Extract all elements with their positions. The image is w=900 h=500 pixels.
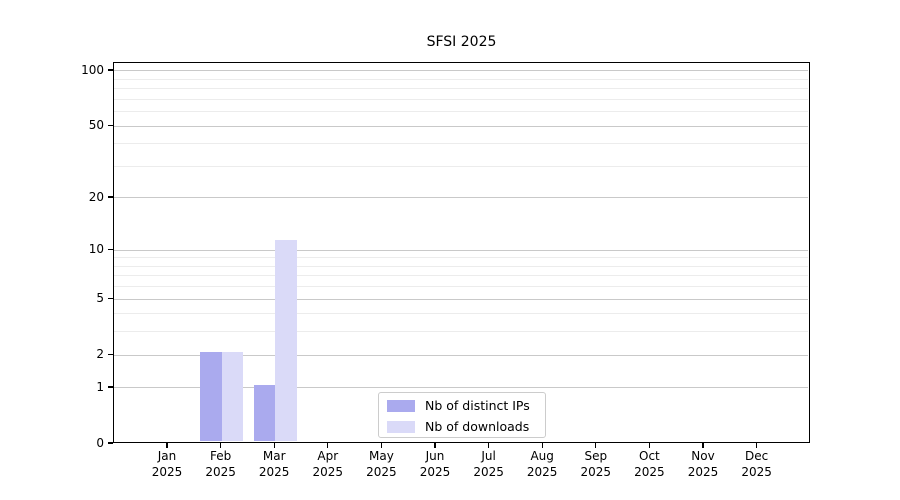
x-tick-label-jun: Jun 2025	[419, 449, 451, 479]
y-tick-100	[108, 69, 113, 71]
legend-label-distinct-ips: Nb of distinct IPs	[425, 398, 530, 413]
bar-downloads-feb	[221, 352, 244, 441]
gridline-minor-8	[114, 265, 808, 267]
y-tick-label-0: 0	[96, 436, 104, 450]
bar-downloads-mar	[275, 240, 297, 441]
x-tick-label-apr: Apr 2025	[312, 449, 344, 479]
plot-inner	[114, 63, 808, 441]
y-tick-label-100: 100	[81, 62, 104, 77]
x-tick-label-oct: Oct 2025	[634, 449, 665, 479]
x-tick-may	[380, 443, 382, 448]
gridline-major-100	[114, 70, 808, 72]
y-tick-50	[108, 124, 113, 126]
legend-label-downloads: Nb of downloads	[425, 419, 530, 434]
gridline-minor-80	[114, 88, 808, 90]
y-tick-10	[108, 248, 113, 250]
x-tick-label-may: May 2025	[366, 449, 397, 479]
x-tick-dec	[756, 443, 758, 448]
y-tick-label-10: 10	[88, 242, 104, 257]
x-tick-nov	[702, 443, 704, 448]
gridline-minor-6	[114, 286, 808, 288]
gridline-minor-60	[114, 111, 808, 113]
y-tick-label-50: 50	[88, 118, 104, 133]
gridline-major-10	[114, 249, 808, 251]
gridline-minor-30	[114, 165, 808, 167]
x-tick-mar	[273, 443, 275, 448]
gridline-minor-3	[114, 331, 808, 333]
y-tick-label-20: 20	[88, 189, 104, 204]
x-tick-feb	[220, 443, 222, 448]
y-tick-1	[108, 386, 113, 388]
gridline-minor-9	[114, 257, 808, 259]
x-tick-label-sep: Sep 2025	[580, 449, 612, 479]
x-tick-jan	[166, 443, 168, 448]
x-tick-jun	[434, 443, 436, 448]
x-tick-sep	[595, 443, 597, 448]
bar-distinct-ips-mar	[253, 384, 276, 441]
x-tick-apr	[327, 443, 329, 448]
y-tick-0	[108, 442, 113, 444]
x-tick-label-dec: Dec 2025	[741, 449, 772, 479]
y-tick-label-5: 5	[96, 291, 104, 306]
gridline-minor-7	[114, 275, 808, 277]
gridline-minor-4	[114, 313, 808, 315]
y-tick-label-2: 2	[96, 347, 104, 362]
x-tick-label-nov: Nov 2025	[687, 449, 719, 479]
gridline-major-1	[114, 387, 808, 389]
chart-title: SFSI 2025	[426, 34, 497, 50]
x-tick-label-jan: Jan 2025	[151, 449, 183, 479]
gridline-minor-70	[114, 98, 808, 100]
y-tick-2	[108, 353, 113, 355]
x-tick-aug	[541, 443, 543, 448]
x-tick-label-aug: Aug 2025	[526, 449, 558, 479]
y-tick-5	[108, 297, 113, 299]
gridline-major-20	[114, 197, 808, 199]
gridline-major-5	[114, 298, 808, 300]
x-tick-oct	[648, 443, 650, 448]
legend: Nb of distinct IPs Nb of downloads	[378, 392, 546, 438]
legend-item-downloads: Nb of downloads	[379, 419, 529, 434]
gridline-minor-90	[114, 78, 808, 80]
gridline-major-2	[114, 354, 808, 356]
x-tick-label-mar: Mar 2025	[258, 449, 290, 479]
legend-swatch-distinct-ips	[387, 399, 415, 412]
plot-area	[113, 62, 810, 443]
y-tick-label-1: 1	[96, 379, 104, 394]
gridline-minor-40	[114, 143, 808, 145]
legend-item-distinct-ips: Nb of distinct IPs	[379, 398, 530, 413]
x-tick-jul	[488, 443, 490, 448]
x-tick-label-feb: Feb 2025	[205, 449, 236, 479]
bar-distinct-ips-feb	[200, 352, 222, 441]
gridline-major-50	[114, 125, 808, 127]
y-tick-20	[108, 196, 113, 198]
legend-swatch-downloads	[387, 420, 415, 433]
x-tick-label-jul: Jul 2025	[473, 449, 504, 479]
